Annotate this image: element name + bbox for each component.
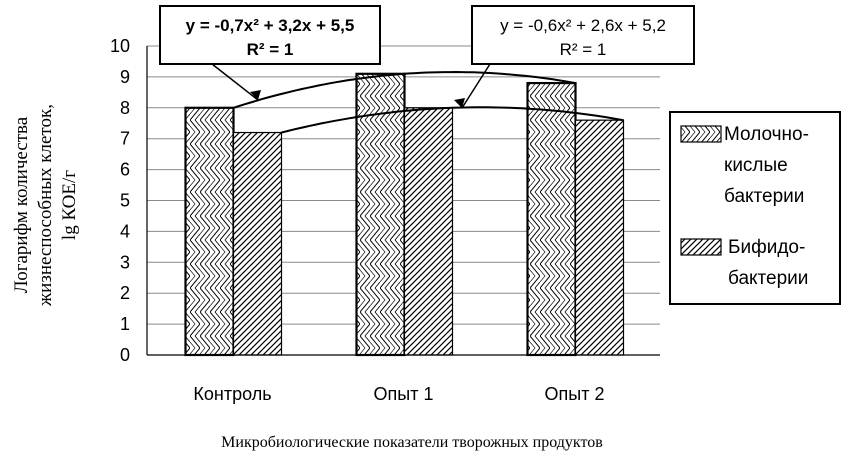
y-tick-label: 1 [120, 314, 130, 334]
y-tick-label: 0 [120, 345, 130, 365]
x-tick-label: Опыт 1 [374, 384, 434, 404]
trendline-equation: y = -0,7x² + 3,2x + 5,5 [186, 16, 355, 35]
trendline-series-2 [281, 106, 624, 134]
bar-series-1-3 [526, 81, 577, 357]
bar-series-2-2 [403, 107, 454, 356]
y-axis-label-line: lg КОЕ/г [59, 170, 80, 240]
y-axis-label-line: Логарифм количества [11, 116, 32, 293]
legend-swatch-series-2 [680, 238, 722, 256]
x-tick-label: Опыт 2 [545, 384, 605, 404]
y-tick-label: 10 [110, 36, 130, 56]
legend-swatch-series-1 [680, 125, 722, 143]
callout-arrowhead [250, 90, 261, 100]
callout-arrowhead [454, 98, 465, 108]
bar-series-2-1 [232, 131, 283, 356]
bar-series-1-1 [184, 106, 235, 357]
legend-label-series-2: бактерии [728, 268, 808, 289]
x-tick-label: Контроль [193, 384, 271, 404]
y-axis-label-line: жизнеспособных клеток, [35, 104, 56, 307]
legend-frame [669, 111, 841, 305]
y-tick-label: 8 [120, 98, 130, 118]
callout-box [159, 5, 381, 65]
y-tick-label: 4 [120, 221, 130, 241]
trendline-equation-box-1: y = -0,7x² + 3,2x + 5,5 R² = 1 [159, 5, 381, 101]
legend-label-series-1: кислые [724, 155, 788, 176]
trendline-equation-box-2: y = -0,6x² + 2,6x + 5,2 R² = 1 [454, 5, 695, 109]
trendline-equation: y = -0,6x² + 2,6x + 5,2 [500, 16, 666, 35]
y-tick-label: 6 [120, 160, 130, 180]
trendline-series-1 [233, 70, 576, 109]
y-tick-label: 5 [120, 191, 130, 211]
y-tick-label: 7 [120, 129, 130, 149]
legend-label-series-1: Молочно- [724, 124, 809, 145]
trendline-r2: R² = 1 [560, 40, 607, 59]
callout-pointer [211, 63, 259, 101]
trendline-r2: R² = 1 [247, 40, 294, 59]
y-axis-label: Логарифм количества жизнеспособных клеток… [11, 104, 80, 307]
y-tick-label: 3 [120, 252, 130, 272]
y-tick-label: 9 [120, 67, 130, 87]
callout-box [471, 5, 695, 65]
bar-series-2-3 [574, 119, 625, 356]
legend-label-series-2: Бифидо- [728, 237, 805, 258]
y-tick-label: 2 [120, 283, 130, 303]
legend: Молочно-кислые бактерии Бифидо-бактерии [669, 111, 841, 305]
callout-pointer [461, 63, 491, 109]
x-axis-label: Микробиологические показатели творожных … [221, 434, 603, 451]
legend-label-series-1: бактерии [724, 186, 804, 207]
